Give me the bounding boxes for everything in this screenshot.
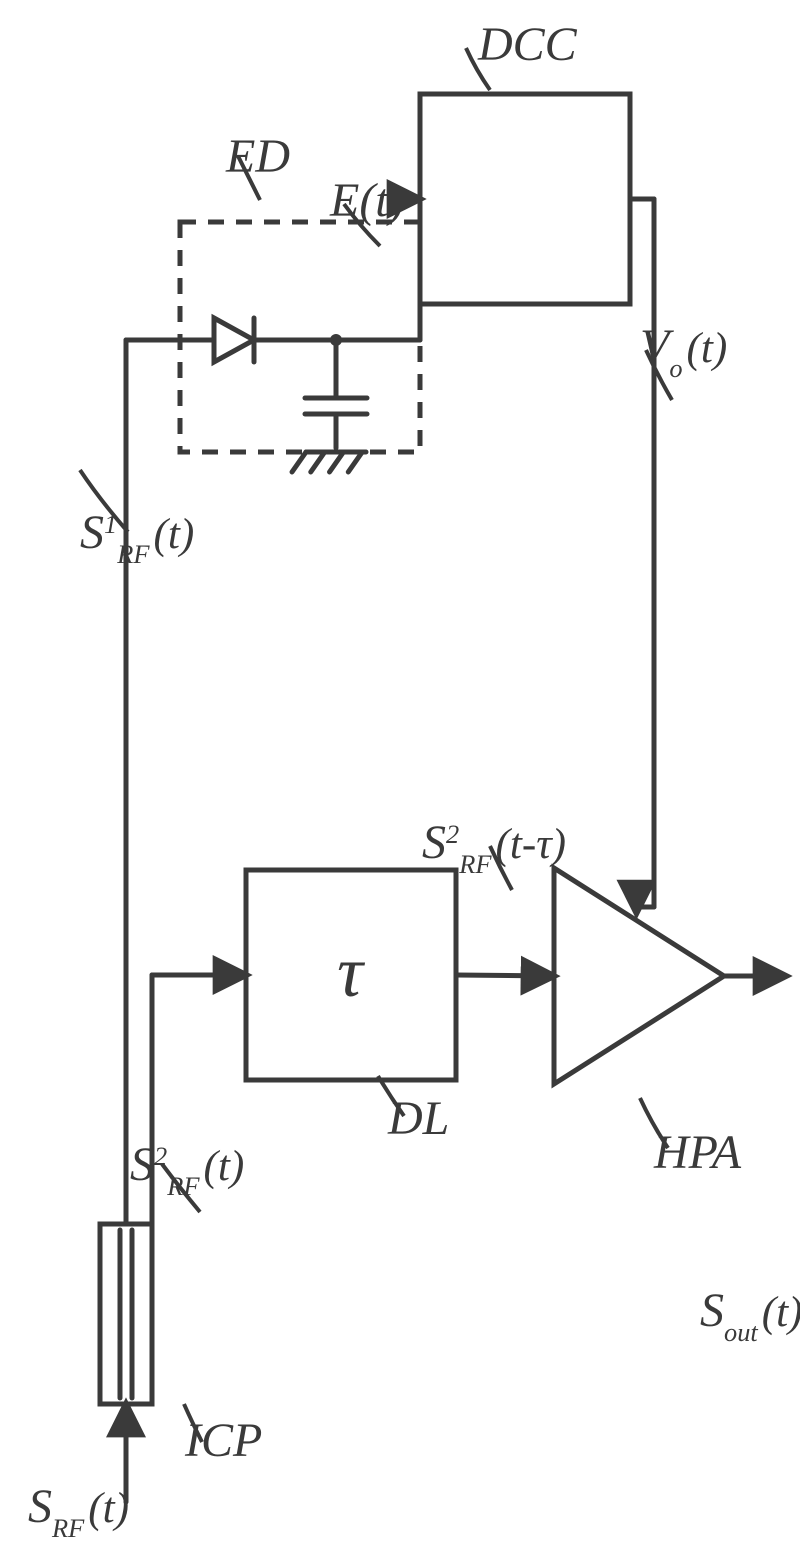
dl-label: DL	[387, 1092, 449, 1145]
hpa-label: HPA	[653, 1126, 742, 1179]
signal-label: S2RF(t)	[130, 1138, 244, 1201]
tau-symbol: τ	[337, 932, 365, 1012]
signal-label: E(t)	[329, 174, 405, 227]
hpa-block	[554, 868, 724, 1084]
signal-label: S1RF(t)	[80, 506, 194, 569]
signal-label: SRF(t)	[28, 1480, 129, 1542]
diode-icon	[214, 318, 254, 362]
dl-to-hpa	[456, 975, 554, 976]
ed-label: ED	[225, 130, 290, 183]
icp-label: ICP	[184, 1414, 262, 1467]
signal-label: Sout(t)	[700, 1284, 800, 1347]
dcc-block	[420, 94, 630, 304]
dcc-label: DCC	[477, 18, 578, 71]
icp-block	[100, 1224, 152, 1404]
